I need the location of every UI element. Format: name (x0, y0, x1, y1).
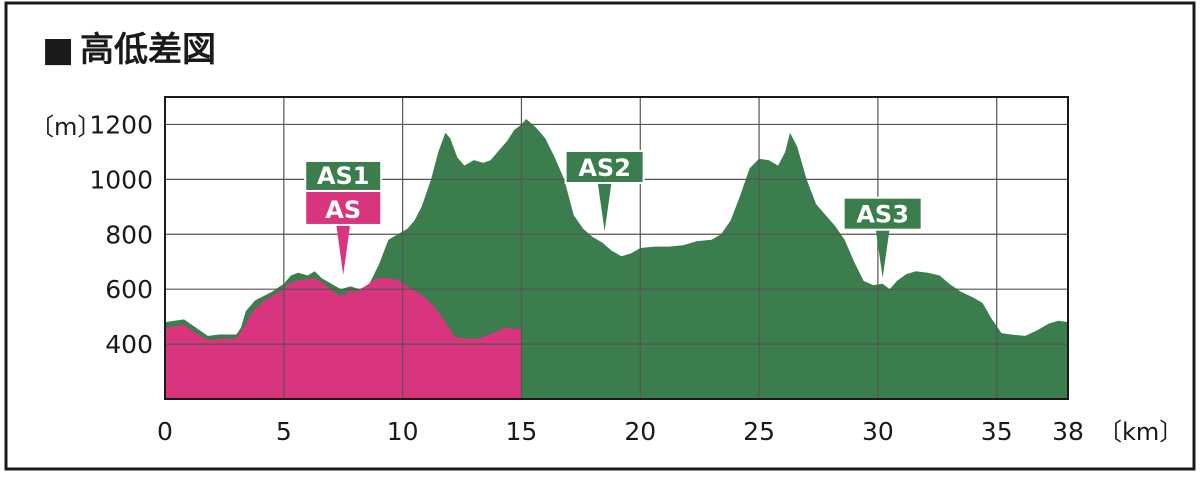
as2-label-box (564, 150, 645, 185)
as3-pointer (875, 228, 890, 278)
plot-frame (164, 96, 1069, 400)
panel-border (4, 1, 1196, 471)
x-tick-labels: 0 5 10 15 20 25 30 35 38 (157, 417, 1084, 446)
y-tick-label: 1200 (89, 110, 153, 139)
as1-label-box (304, 159, 383, 192)
y-tick-label: 800 (105, 220, 153, 249)
y-tick-label: 400 (105, 330, 153, 359)
as3-label: AS3 (842, 196, 923, 231)
elevation-areas (165, 119, 1068, 399)
as2-label-text: AS2 (578, 154, 631, 182)
heading-marker: ■ (42, 30, 74, 70)
y-tick-labels: 400 600 800 1000 1200 (89, 110, 153, 359)
y-axis-unit: 〔m〕 (30, 113, 101, 141)
as-label: AS (304, 189, 383, 226)
x-tick-label: 35 (981, 417, 1013, 446)
x-tick-label: 5 (276, 417, 292, 446)
x-tick-label: 0 (157, 417, 173, 446)
as2-label: AS2 (564, 150, 645, 185)
x-tick-label: 15 (506, 417, 538, 446)
as-pointer (336, 223, 351, 275)
as-label-text: AS (325, 196, 361, 224)
chart-title: 高低差図 (80, 30, 216, 70)
as2-pointer (597, 182, 612, 232)
x-tick-label: 38 (1052, 417, 1084, 446)
elevation-area-short-course (165, 278, 522, 399)
y-tick-label: 1000 (89, 165, 153, 194)
x-tick-label: 10 (387, 417, 419, 446)
x-tick-label: 25 (743, 417, 775, 446)
x-axis-unit: 〔km〕 (1098, 418, 1183, 446)
y-tick-label: 600 (105, 275, 153, 304)
as3-label-text: AS3 (856, 201, 909, 229)
x-tick-label: 30 (862, 417, 894, 446)
as1-label-text: AS1 (317, 162, 370, 190)
as1-label: AS1 (304, 159, 383, 192)
as3-label-box (842, 196, 923, 231)
x-tick-label: 20 (624, 417, 656, 446)
aid-station-markers: AS AS1 AS2 AS3 (304, 150, 923, 278)
